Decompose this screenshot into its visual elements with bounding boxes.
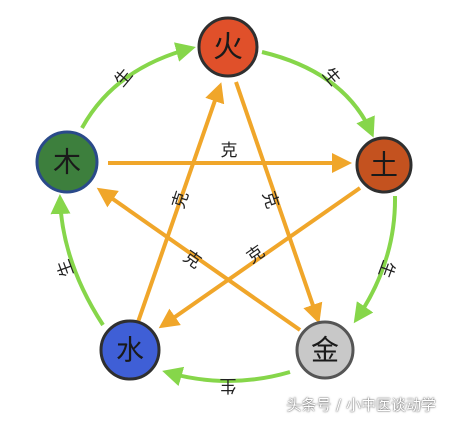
node-earth: 土: [357, 138, 411, 192]
arrow-wood-to-fire: [82, 48, 192, 128]
label-generate-fire-earth: 生: [318, 64, 344, 90]
label-overcome-water-fire: 克: [169, 189, 193, 211]
water-glyph: 水: [116, 334, 144, 367]
label-overcome-wood-earth: 克: [221, 141, 238, 161]
node-metal: 金: [297, 322, 353, 378]
arrow-fire-to-earth: [262, 52, 372, 134]
label-generate-water-wood: 生: [54, 257, 79, 280]
fire-glyph: 火: [213, 30, 243, 65]
node-wood: 木: [37, 132, 97, 192]
label-generate-earth-metal: 生: [374, 258, 399, 281]
node-water: 水: [101, 321, 159, 379]
node-fire: 火: [199, 18, 257, 76]
wood-glyph: 木: [53, 146, 81, 179]
arrow-earth-to-metal: [356, 196, 395, 320]
earth-glyph: 土: [370, 149, 398, 182]
label-generate-metal-water: 生: [220, 375, 237, 395]
label-overcome-earth-water: 克: [243, 242, 268, 268]
overcoming-cycle: [100, 82, 360, 330]
watermark-text: 头条号 / 小中医谈动学: [286, 394, 436, 415]
label-overcome-metal-wood: 克: [179, 247, 204, 273]
metal-glyph: 金: [311, 334, 339, 367]
